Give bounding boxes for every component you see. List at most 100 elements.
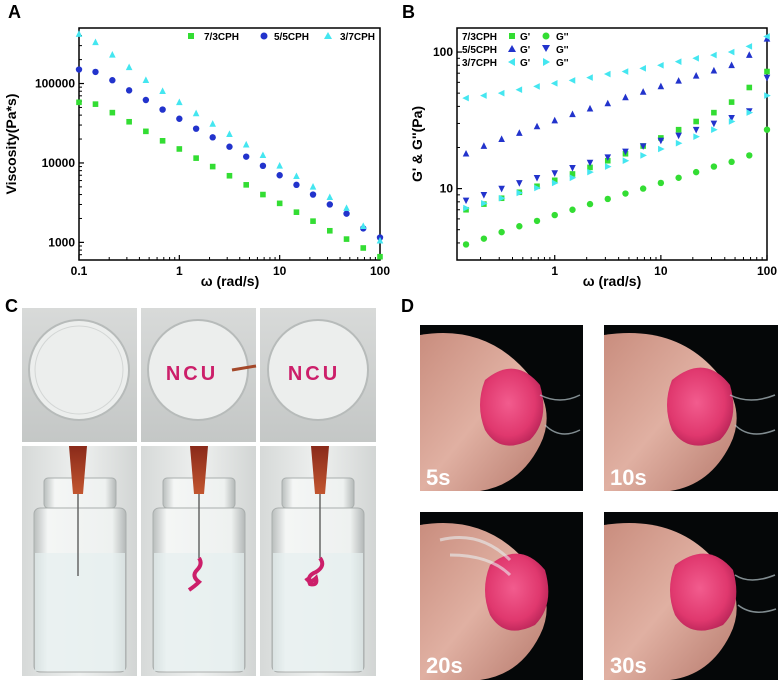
data-point [516,223,523,230]
data-point [360,245,367,251]
x-tick-label: 0.1 [71,264,88,278]
data-point [343,204,350,211]
series-5-5cph-g- [462,74,771,205]
data-point [745,51,753,58]
x-tick-label: 10 [273,264,287,278]
legend-g-prime: G' [520,45,530,56]
series-7-3cph-g- [463,68,770,213]
data-point [569,174,577,182]
data-point [498,228,505,236]
y-axis-label: G' & G''(Pa) [409,106,425,182]
data-point [192,125,200,132]
data-point [516,180,523,187]
data-point [675,77,682,84]
data-point [639,88,647,95]
data-point [710,51,717,59]
data-point [480,235,488,242]
data-point [276,162,283,169]
data-point [710,120,718,128]
data-point [657,61,664,69]
data-point [293,172,300,180]
data-point [586,74,593,81]
vial-photo-1 [22,446,137,676]
dish-ink-text: NCU [288,363,340,385]
adhesion-photo-20s: 20s [420,512,583,680]
legend: 7/3CPH 5/5CPH 3/7CPH [188,32,375,43]
data-point [622,148,629,156]
data-point [259,151,267,159]
data-point [176,98,183,106]
data-point [176,146,183,152]
data-point [109,109,116,116]
data-point [226,130,233,138]
legend-label-3-7cph: 3/7CPH [462,58,497,69]
data-point [327,227,333,234]
data-point [711,109,717,116]
data-point [92,101,99,107]
data-point [359,222,367,229]
data-point [209,120,216,127]
series-3-7cph-g- [463,92,771,212]
legend-label-7-3cph: 7/3CPH [462,32,497,43]
x-tick-label: 100 [370,264,390,278]
legend-g-prime: G' [520,32,530,43]
data-point [498,135,505,143]
data-point [692,71,700,79]
plot-frame [78,27,381,261]
data-point [657,82,665,90]
panel-label-d: D [401,296,414,316]
legend-entry-5-5cph: 5/5CPH [260,32,309,43]
data-point [377,253,383,260]
data-point [92,68,99,76]
data-point [550,80,558,87]
data-point [92,38,99,46]
data-point [293,181,300,189]
injection-photo-panel: NCU NCU [22,308,376,676]
data-point [603,70,611,78]
legend-label: 5/5CPH [274,32,309,43]
data-point [551,179,559,187]
y-tick-label: 10000 [42,156,76,170]
dish-photo-3: NCU [260,308,376,442]
data-point [75,66,83,73]
data-point [242,140,250,148]
time-label: 30s [610,653,647,678]
data-point [533,217,541,225]
data-point [639,185,647,192]
data-point [621,68,629,75]
data-point [604,195,611,203]
series-7-3cph [76,99,383,260]
data-point [310,218,316,224]
legend-entry-7-3cph: 7/3CPH [188,32,239,43]
data-point [657,179,665,187]
data-point [260,191,266,198]
y-axis-label: Viscosity(Pa*s) [3,94,19,195]
data-point [293,209,300,215]
data-point [226,172,233,179]
x-tick-label: 10 [654,264,668,278]
legend-label-5-5cph: 5/5CPH [462,45,497,56]
panel-label-c: C [5,296,18,316]
data-point [693,118,699,125]
data-point [376,236,384,244]
y-tick-label: 100 [433,45,453,59]
data-point [569,165,576,172]
data-point [746,152,753,159]
legend-g-double-prime: G'' [556,45,569,56]
data-point [674,58,682,65]
data-point [159,106,166,113]
data-point [326,193,334,201]
data-point [586,104,594,112]
data-point [497,89,505,97]
data-point [462,241,470,248]
x-tick-label: 1 [551,264,558,278]
adhesion-photo-panel: 5s 10s 20s 30s [420,325,778,680]
data-point [675,174,682,181]
data-point [551,116,559,124]
data-point [710,163,718,170]
series-7-3cph-g- [462,126,771,248]
data-point [480,92,487,99]
panel-label-b: B [402,2,415,22]
data-point [727,48,735,56]
data-point [569,171,576,177]
